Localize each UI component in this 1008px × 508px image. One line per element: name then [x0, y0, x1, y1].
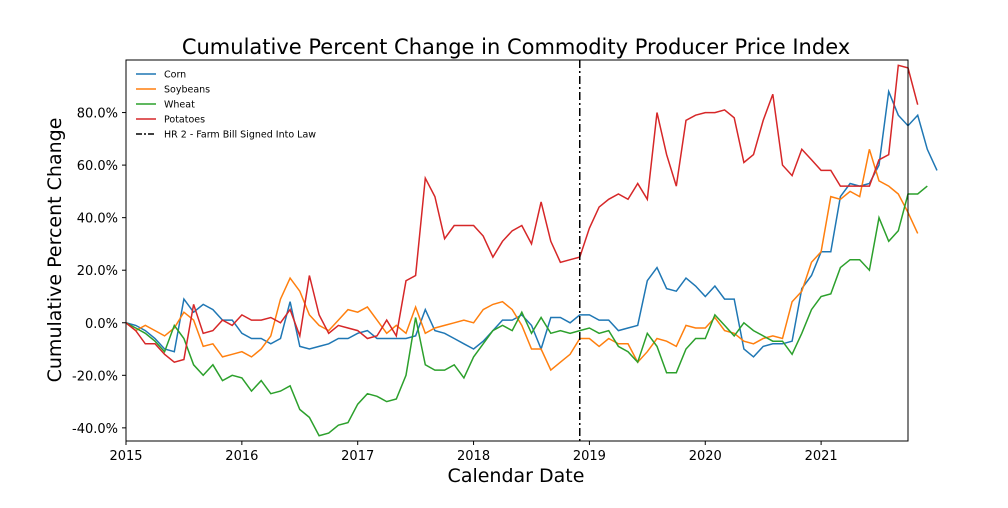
x-axis-label: Calendar Date [448, 465, 585, 487]
series-line-potatoes [125, 64, 919, 364]
plot-area [125, 60, 938, 441]
x-tick-label: 2019 [573, 449, 606, 464]
y-tick-label: -20.0% [72, 369, 118, 384]
y-tick-label: 60.0% [77, 159, 118, 174]
chart-title: Cumulative Percent Change in Commodity P… [182, 35, 850, 59]
y-axis-label: Cumulative Percent Change [44, 118, 66, 383]
x-tick-label: 2015 [109, 449, 142, 464]
y-tick-label: 0.0% [85, 317, 118, 332]
legend-label-soybeans: Soybeans [164, 85, 210, 96]
series-line-soybeans [125, 149, 919, 372]
series-line-wheat [125, 185, 928, 437]
x-axis: 2015 2016 2017 2018 2019 2020 2021 [109, 441, 838, 464]
y-tick-label: 80.0% [77, 107, 118, 122]
y-tick-label: 20.0% [77, 264, 118, 279]
x-tick-label: 2017 [341, 449, 374, 464]
legend-label-hr-2-farm-bill-signed-into-law: HR 2 - Farm Bill Signed Into Law [164, 130, 316, 141]
y-axis: -40.0% -20.0% 0.0% 20.0% 40.0% 60.0% 80.0% [72, 107, 126, 437]
x-tick-label: 2021 [805, 449, 838, 464]
legend: Corn Soybeans Wheat Potatoes HR 2 - Farm Bil… [136, 70, 316, 141]
y-tick-label: 40.0% [77, 212, 118, 227]
x-tick-label: 2018 [457, 449, 490, 464]
plot-frame [125, 59, 909, 442]
x-tick-label: 2020 [689, 449, 722, 464]
y-tick-label: -40.0% [72, 422, 118, 437]
legend-label-potatoes: Potatoes [164, 115, 205, 126]
x-tick-label: 2016 [225, 449, 258, 464]
series-line-corn [125, 88, 938, 358]
legend-label-wheat: Wheat [164, 100, 195, 111]
legend-label-corn: Corn [164, 70, 186, 81]
